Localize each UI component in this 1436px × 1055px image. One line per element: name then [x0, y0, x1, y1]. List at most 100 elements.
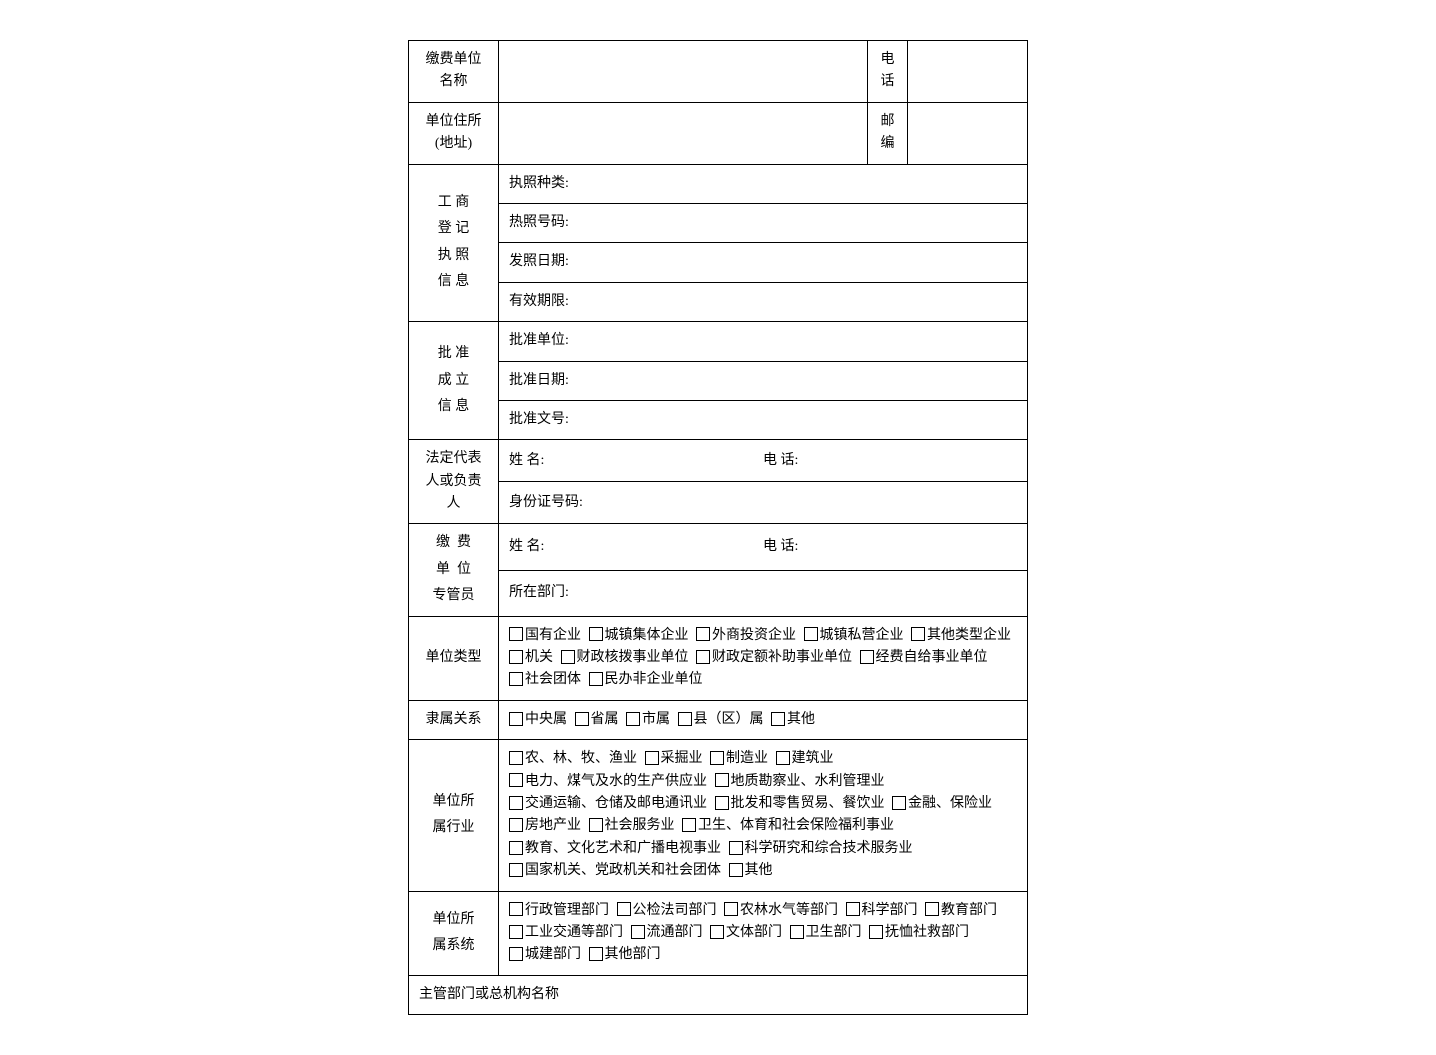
checkbox-option[interactable]: 其他类型企业 — [911, 628, 1011, 643]
checkbox-option[interactable]: 财政核拨事业单位 — [561, 650, 689, 665]
system-label: 单位所属系统 — [409, 891, 499, 975]
checkbox-icon — [869, 925, 883, 939]
checkbox-option[interactable]: 其他 — [771, 712, 815, 727]
checkbox-option[interactable]: 中央属 — [509, 712, 567, 727]
checkbox-icon — [860, 650, 874, 664]
checkbox-icon — [589, 672, 603, 686]
checkbox-option[interactable]: 外商投资企业 — [696, 628, 796, 643]
checkbox-icon — [509, 712, 523, 726]
checkbox-option[interactable]: 科学研究和综合技术服务业 — [729, 841, 913, 856]
checkbox-icon — [645, 751, 659, 765]
checkbox-option[interactable]: 教育、文化艺术和广播电视事业 — [509, 841, 721, 856]
checkbox-option[interactable]: 行政管理部门 — [509, 903, 609, 918]
unit-addr-label: 单位住所(地址) — [409, 102, 499, 164]
checkbox-icon — [509, 902, 523, 916]
checkbox-option[interactable]: 建筑业 — [776, 751, 834, 766]
checkbox-icon — [589, 947, 603, 961]
checkbox-option[interactable]: 金融、保险业 — [892, 796, 992, 811]
legal-rep-phone-label: 电 话: — [763, 450, 1017, 472]
unit-type-label: 单位类型 — [409, 616, 499, 700]
checkbox-option[interactable]: 国家机关、党政机关和社会团体 — [509, 863, 721, 878]
system-options: 行政管理部门 公检法司部门 农林水气等部门 科学部门 教育部门 工业交通等部门 … — [499, 891, 1028, 975]
checkbox-option[interactable]: 其他部门 — [589, 947, 661, 962]
checkbox-icon — [509, 863, 523, 877]
approval-unit-row: 批准单位: — [499, 322, 1028, 361]
checkbox-option[interactable]: 社会服务业 — [589, 818, 675, 833]
checkbox-option[interactable]: 公检法司部门 — [617, 903, 717, 918]
checkbox-option[interactable]: 教育部门 — [925, 903, 997, 918]
checkbox-option[interactable]: 城建部门 — [509, 947, 581, 962]
legal-rep-name-phone-row: 姓 名: 电 话: — [499, 440, 1028, 482]
checkbox-icon — [710, 925, 724, 939]
unit-name-value — [499, 41, 868, 103]
checkbox-icon — [575, 712, 589, 726]
checkbox-icon — [724, 902, 738, 916]
checkbox-icon — [771, 712, 785, 726]
checkbox-icon — [626, 712, 640, 726]
checkbox-option[interactable]: 科学部门 — [846, 903, 918, 918]
checkbox-option[interactable]: 文体部门 — [710, 925, 782, 940]
checkbox-option[interactable]: 其他 — [729, 863, 773, 878]
postcode-value — [908, 102, 1028, 164]
checkbox-icon — [729, 863, 743, 877]
checkbox-option[interactable]: 房地产业 — [509, 818, 581, 833]
checkbox-icon — [729, 841, 743, 855]
approval-no-row: 批准文号: — [499, 400, 1028, 439]
unit-type-options: 国有企业 城镇集体企业 外商投资企业 城镇私营企业 其他类型企业 机关 财政核拨… — [499, 616, 1028, 700]
checkbox-icon — [715, 796, 729, 810]
checkbox-icon — [892, 796, 906, 810]
registration-form-table: 缴费单位名称 电话 单位住所(地址) 邮编 工 商登 记执 照信 息 执照种类:… — [408, 40, 1028, 1015]
affiliation-options: 中央属 省属 市属 县（区）属 其他 — [499, 700, 1028, 739]
fee-admin-dept-row: 所在部门: — [499, 570, 1028, 616]
checkbox-option[interactable]: 农、林、牧、渔业 — [509, 751, 637, 766]
checkbox-option[interactable]: 地质勘察业、水利管理业 — [715, 774, 885, 789]
checkbox-option[interactable]: 卫生部门 — [790, 925, 862, 940]
checkbox-icon — [509, 796, 523, 810]
checkbox-option[interactable]: 国有企业 — [509, 628, 581, 643]
checkbox-option[interactable]: 县（区）属 — [678, 712, 764, 727]
checkbox-option[interactable]: 省属 — [575, 712, 619, 727]
checkbox-icon — [804, 627, 818, 641]
fee-admin-section-label: 缴 费单 位专管员 — [409, 524, 499, 616]
checkbox-option[interactable]: 制造业 — [710, 751, 768, 766]
checkbox-option[interactable]: 城镇集体企业 — [589, 628, 689, 643]
checkbox-option[interactable]: 社会团体 — [509, 672, 581, 687]
industry-label: 单位所属行业 — [409, 740, 499, 891]
checkbox-option[interactable]: 电力、煤气及水的生产供应业 — [509, 774, 707, 789]
checkbox-option[interactable]: 市属 — [626, 712, 670, 727]
checkbox-option[interactable]: 机关 — [509, 650, 553, 665]
unit-addr-value — [499, 102, 868, 164]
phone-value — [908, 41, 1028, 103]
checkbox-icon — [682, 818, 696, 832]
fee-admin-phone-label: 电 话: — [763, 536, 1017, 558]
unit-name-label: 缴费单位名称 — [409, 41, 499, 103]
approval-section-label: 批 准成 立信 息 — [409, 322, 499, 440]
checkbox-icon — [911, 627, 925, 641]
checkbox-option[interactable]: 民办非企业单位 — [589, 672, 703, 687]
checkbox-option[interactable]: 经费自给事业单位 — [860, 650, 988, 665]
checkbox-icon — [589, 627, 603, 641]
checkbox-icon — [696, 650, 710, 664]
checkbox-option[interactable]: 财政定额补助事业单位 — [696, 650, 852, 665]
checkbox-icon — [509, 650, 523, 664]
checkbox-icon — [589, 818, 603, 832]
checkbox-icon — [509, 672, 523, 686]
checkbox-icon — [509, 751, 523, 765]
license-type-row: 执照种类: — [499, 164, 1028, 203]
checkbox-icon — [509, 818, 523, 832]
checkbox-option[interactable]: 采掘业 — [645, 751, 703, 766]
checkbox-icon — [925, 902, 939, 916]
checkbox-icon — [710, 751, 724, 765]
checkbox-icon — [617, 902, 631, 916]
checkbox-icon — [509, 925, 523, 939]
phone-label: 电话 — [868, 41, 908, 103]
checkbox-option[interactable]: 卫生、体育和社会保险福利事业 — [682, 818, 894, 833]
checkbox-option[interactable]: 批发和零售贸易、餐饮业 — [715, 796, 885, 811]
checkbox-option[interactable]: 工业交通等部门 — [509, 925, 623, 940]
checkbox-option[interactable]: 城镇私营企业 — [804, 628, 904, 643]
checkbox-option[interactable]: 流通部门 — [631, 925, 703, 940]
checkbox-option[interactable]: 农林水气等部门 — [724, 903, 838, 918]
checkbox-option[interactable]: 抚恤社救部门 — [869, 925, 969, 940]
legal-rep-name-label: 姓 名: — [509, 450, 763, 472]
checkbox-option[interactable]: 交通运输、仓储及邮电通讯业 — [509, 796, 707, 811]
